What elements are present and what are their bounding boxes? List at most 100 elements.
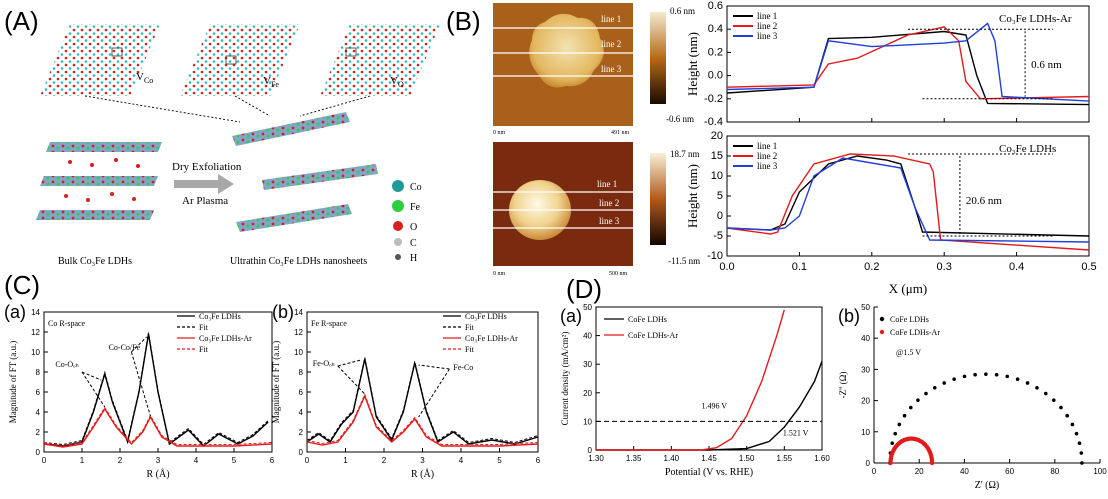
atom-legend-marker-o: [393, 221, 403, 231]
x-tick-label: 60: [1005, 467, 1014, 476]
x-tick-label: 1.45: [701, 454, 717, 463]
afm-top-line2-label: line 2: [601, 39, 621, 49]
y-tick-label: 10: [861, 428, 870, 437]
crystal-plane-fe-vacancy: [180, 24, 300, 96]
panel-c-b-label: (b): [272, 302, 294, 322]
afm-image-top: line 1 line 2 line 3 0 nm 491 nm: [493, 3, 633, 136]
x-tick-label: 100: [1093, 467, 1107, 476]
scatter-point: [952, 377, 956, 381]
annotation-arrow: [418, 364, 450, 370]
x-tick-label: 1.30: [588, 454, 604, 463]
y-tick-label: 10: [711, 170, 723, 182]
y-tick-label: 2: [299, 428, 304, 437]
x-tick-label: 2: [382, 456, 387, 465]
series-line-2: [726, 22, 1090, 102]
x-tick-label: 0: [305, 456, 310, 465]
x-tick-label: 6: [270, 456, 275, 465]
series-line-0: [43, 333, 269, 447]
series-line-1: [596, 309, 785, 451]
legend-marker: [879, 329, 885, 335]
annotation-arrow: [130, 351, 151, 417]
scatter-point: [994, 372, 999, 377]
y-tick-label: 0: [866, 459, 871, 468]
panel-c-a-label: (a): [4, 302, 26, 322]
height-annotation: 20.6 nm: [966, 195, 1003, 207]
legend-label: CoFe LDHs-Ar: [628, 331, 678, 340]
charts-layer: -0.4 -0.2 0.0 0.2 0.4 0.6 Height (nm) Co₃Fe LDH…: [8, 0, 1107, 491]
x-tick-label: 5: [232, 456, 237, 465]
bulk-ldh-label: Bulk Co₃Fe LDHs: [58, 256, 132, 267]
y-tick-label: 4: [36, 408, 41, 417]
x-tick-label: 0.5: [1081, 261, 1096, 273]
legend-label: Fit: [465, 345, 475, 354]
peak-annotation-2: Fe-Co: [453, 363, 473, 372]
chart-title: Co₃Fe LDHs-Ar: [999, 13, 1072, 25]
x-tick-label: 6: [536, 456, 541, 465]
y-tick-label: 20: [861, 397, 870, 406]
series-line-2: [726, 157, 1090, 243]
legend-label: Fit: [199, 345, 209, 354]
x-tick-label: 1.50: [739, 454, 755, 463]
panel-b: (B) line 1 line 2 line 3 0 nm 491 nm 0.6…: [446, 3, 700, 277]
scatter-point: [942, 381, 946, 385]
annotation-arrow: [337, 365, 366, 395]
afm-bot-scale-min: -11.5 nm: [668, 256, 700, 266]
legend-marker: [879, 316, 885, 322]
x-tick-label: 40: [960, 467, 969, 476]
x-tick-label: 1.40: [664, 454, 680, 463]
crystal-plane-co-vacancy: [40, 24, 160, 96]
x-tick-label: 0.4: [1009, 261, 1024, 273]
chart-title: Fe R-space: [311, 319, 347, 328]
panel-d-b-label: (b): [838, 306, 860, 326]
scatter-point: [1074, 431, 1079, 436]
x-axis-label: R (Å): [146, 468, 169, 480]
scatter-point: [984, 372, 988, 376]
x-tick-label: 4: [194, 456, 199, 465]
series-line-0: [596, 361, 823, 451]
y-axis-label: Height (nm): [685, 164, 700, 228]
legend-label: line 3: [757, 161, 778, 171]
y-tick-label: 4: [299, 408, 304, 417]
series-line-1: [306, 394, 539, 447]
series-line-0: [306, 358, 539, 445]
x-tick-label: 2: [118, 456, 123, 465]
y-tick-label: 5: [717, 190, 723, 202]
scatter-point: [893, 431, 898, 436]
vacancy-fe-label: VFe: [263, 75, 279, 89]
afm-bot-axis-start: 0 nm: [493, 271, 506, 277]
y-tick-label: 30: [583, 360, 592, 369]
chart-title: Co₃Fe LDHs: [999, 143, 1056, 155]
scatter-point: [1070, 422, 1075, 427]
y-tick-label: 6: [36, 388, 41, 397]
y-tick-label: 12: [31, 328, 40, 337]
y-tick-label: 14: [31, 308, 40, 317]
chart-height-top: -0.4 -0.2 0.0 0.2 0.4 0.6 Height (nm) Co₃Fe LDH…: [685, 0, 1090, 128]
series-line-1: [726, 26, 1090, 100]
annotation-arrow: [337, 359, 362, 367]
vacancy-co-label: VCo: [136, 71, 153, 85]
y-axis-label: Height (nm): [685, 32, 700, 96]
panel-b-label: (B): [446, 6, 481, 36]
chart-title: Co R-space: [48, 319, 86, 328]
annotation-arrow: [131, 336, 147, 353]
x-axis-label: Potential (V vs. RHE): [665, 467, 753, 478]
chart-lsv: 0 10 20 30 40 50 1.30 1.35 1.40 1.45 1.50 1.55 1.60 P…: [560, 303, 830, 478]
y-axis-label: -Z'' (Ω): [838, 372, 848, 399]
atom-legend-label-fe: Fe: [410, 202, 421, 213]
y-tick-label: 40: [861, 334, 870, 343]
afm-top-line3-label: line 3: [601, 64, 622, 74]
x-tick-label: 5: [497, 456, 502, 465]
scatter-point: [908, 405, 913, 410]
atom-legend-label-co: Co: [410, 182, 422, 193]
peak-annotation-1: Co-Oₒₕ: [55, 360, 78, 369]
afm-colorbar-bottom: 18.7 nm -11.5 nm: [650, 149, 700, 266]
y-tick-label: -5: [713, 230, 723, 242]
scatter-point: [1059, 405, 1063, 410]
scatter-point: [1077, 441, 1082, 446]
atom-legend: Co Fe OCH: [392, 180, 422, 264]
atom-legend-marker-co: [392, 180, 404, 192]
y-tick-label: 0.6: [708, 0, 723, 12]
y-tick-label: 8: [36, 368, 41, 377]
